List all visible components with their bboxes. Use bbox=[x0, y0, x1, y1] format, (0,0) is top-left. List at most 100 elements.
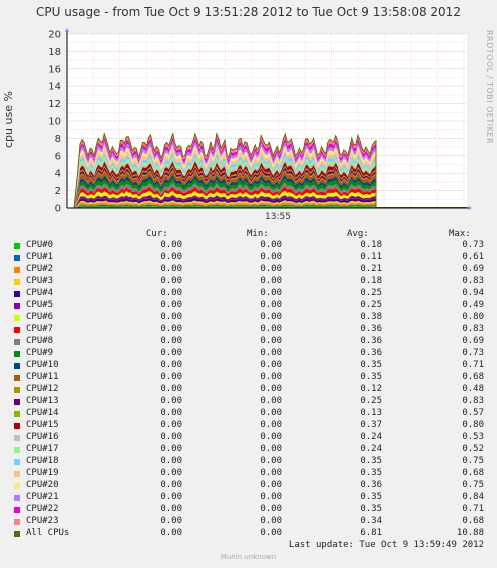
last-update: Last update: Tue Oct 9 13:59:49 2012 bbox=[288, 540, 484, 550]
legend-cur-value: 0.00 bbox=[160, 360, 182, 370]
legend-series-name: CPU#3 bbox=[26, 276, 54, 286]
y-tick-label: 18 bbox=[48, 47, 61, 58]
legend-series-name: CPU#10 bbox=[26, 360, 59, 370]
legend-min-value: 0.00 bbox=[260, 312, 282, 322]
area-cpu6 bbox=[74, 190, 376, 208]
legend-row: CPU#6 0.00 0.00 0.38 0.80 bbox=[0, 312, 497, 324]
legend-min-value: 0.00 bbox=[260, 384, 282, 394]
legend-min-value: 0.00 bbox=[260, 360, 282, 370]
legend-avg-value: 0.12 bbox=[360, 384, 382, 394]
legend-series-name: All CPUs bbox=[26, 528, 70, 538]
legend-min-value: 0.00 bbox=[260, 240, 282, 250]
legend-min-value: 0.00 bbox=[260, 348, 282, 358]
axes bbox=[65, 28, 472, 210]
x-tick-labels: 13:55 bbox=[265, 212, 291, 222]
legend-swatch bbox=[14, 459, 20, 465]
legend-row: CPU#19 0.00 0.00 0.35 0.68 bbox=[0, 468, 497, 480]
legend-row: CPU#9 0.00 0.00 0.36 0.73 bbox=[0, 348, 497, 360]
legend-row: CPU#11 0.00 0.00 0.35 0.68 bbox=[0, 372, 497, 384]
legend-avg-value: 0.35 bbox=[360, 492, 382, 502]
area-cpu19 bbox=[74, 147, 376, 208]
legend-avg-value: 0.18 bbox=[360, 276, 382, 286]
area-cpu1 bbox=[74, 204, 376, 208]
area-cpu5 bbox=[74, 194, 376, 208]
legend-swatch bbox=[14, 267, 20, 273]
legend-row: CPU#8 0.00 0.00 0.36 0.69 bbox=[0, 336, 497, 348]
area-cpu9 bbox=[74, 178, 376, 208]
legend-max-value: 0.71 bbox=[462, 360, 484, 370]
legend-swatch bbox=[14, 339, 20, 345]
area-cpu10 bbox=[74, 174, 376, 208]
legend-series-name: CPU#21 bbox=[26, 492, 59, 502]
legend-swatch bbox=[14, 351, 20, 357]
legend-min-value: 0.00 bbox=[260, 288, 282, 298]
legend-cur-value: 0.00 bbox=[160, 336, 182, 346]
legend-min-value: 0.00 bbox=[260, 504, 282, 514]
legend-min-value: 0.00 bbox=[260, 420, 282, 430]
y-tick-label: 6 bbox=[55, 151, 61, 162]
legend-cur-value: 0.00 bbox=[160, 504, 182, 514]
legend-avg-value: 0.35 bbox=[360, 504, 382, 514]
legend-series-name: CPU#9 bbox=[26, 348, 54, 358]
legend-series-name: CPU#1 bbox=[26, 252, 54, 262]
legend-swatch bbox=[14, 303, 20, 309]
legend-avg-value: 0.25 bbox=[360, 288, 382, 298]
legend-row: CPU#14 0.00 0.00 0.13 0.57 bbox=[0, 408, 497, 420]
legend-series-name: CPU#11 bbox=[26, 372, 59, 382]
legend-swatch bbox=[14, 483, 20, 489]
legend-swatch bbox=[14, 363, 20, 369]
legend-max-value: 0.83 bbox=[462, 276, 484, 286]
legend-avg-value: 0.35 bbox=[360, 456, 382, 466]
legend-series-name: CPU#0 bbox=[26, 240, 54, 250]
legend-cur-value: 0.00 bbox=[160, 324, 182, 334]
area-cpu15 bbox=[74, 161, 376, 208]
legend-row: CPU#21 0.00 0.00 0.35 0.84 bbox=[0, 492, 497, 504]
legend-swatch bbox=[14, 291, 20, 297]
legend-cur-value: 0.00 bbox=[160, 528, 182, 538]
legend-min-value: 0.00 bbox=[260, 456, 282, 466]
legend-row: CPU#16 0.00 0.00 0.24 0.53 bbox=[0, 432, 497, 444]
area-cpu3 bbox=[74, 200, 376, 208]
legend-min-value: 0.00 bbox=[260, 528, 282, 538]
legend-avg-value: 0.24 bbox=[360, 432, 382, 442]
legend-avg-value: 0.18 bbox=[360, 240, 382, 250]
area-cpu23 bbox=[74, 133, 376, 208]
stacked-areas bbox=[73, 131, 467, 209]
legend-max-value: 0.75 bbox=[462, 456, 484, 466]
legend-min-value: 0.00 bbox=[260, 408, 282, 418]
legend-cur-value: 0.00 bbox=[160, 384, 182, 394]
legend-header: Min: bbox=[247, 229, 269, 239]
legend-series-name: CPU#6 bbox=[26, 312, 54, 322]
cpu-usage-chart: 0 2 4 6 8 10 12 14 16 18 20 13:55 bbox=[48, 28, 472, 222]
legend-row: CPU#22 0.00 0.00 0.35 0.71 bbox=[0, 504, 497, 516]
legend-swatch bbox=[14, 423, 20, 429]
legend-row: CPU#15 0.00 0.00 0.37 0.80 bbox=[0, 420, 497, 432]
legend-min-value: 0.00 bbox=[260, 432, 282, 442]
legend-cur-value: 0.00 bbox=[160, 348, 182, 358]
legend-min-value: 0.00 bbox=[260, 396, 282, 406]
legend-cur-value: 0.00 bbox=[160, 492, 182, 502]
x-axis-arrow bbox=[468, 206, 472, 210]
legend-cur-value: 0.00 bbox=[160, 372, 182, 382]
legend-max-value: 0.48 bbox=[462, 384, 484, 394]
area-cpu0 bbox=[74, 205, 376, 208]
legend-row: CPU#12 0.00 0.00 0.12 0.48 bbox=[0, 384, 497, 396]
legend-swatch bbox=[14, 435, 20, 441]
legend-series-name: CPU#17 bbox=[26, 444, 59, 454]
x-tick-label: 13:55 bbox=[265, 212, 291, 222]
legend-row: All CPUs 0.00 0.00 6.81 10.88 bbox=[0, 528, 497, 540]
legend-min-value: 0.00 bbox=[260, 516, 282, 526]
legend-swatch bbox=[14, 315, 20, 321]
legend-swatch bbox=[14, 447, 20, 453]
legend-max-value: 0.69 bbox=[462, 336, 484, 346]
legend-max-value: 0.73 bbox=[462, 240, 484, 250]
legend-header: Avg: bbox=[347, 229, 369, 239]
legend-max-value: 0.53 bbox=[462, 432, 484, 442]
legend-cur-value: 0.00 bbox=[160, 264, 182, 274]
legend-min-value: 0.00 bbox=[260, 264, 282, 274]
legend-swatch bbox=[14, 279, 20, 285]
legend-min-value: 0.00 bbox=[260, 468, 282, 478]
legend-min-value: 0.00 bbox=[260, 276, 282, 286]
legend-cur-value: 0.00 bbox=[160, 252, 182, 262]
legend-min-value: 0.00 bbox=[260, 372, 282, 382]
